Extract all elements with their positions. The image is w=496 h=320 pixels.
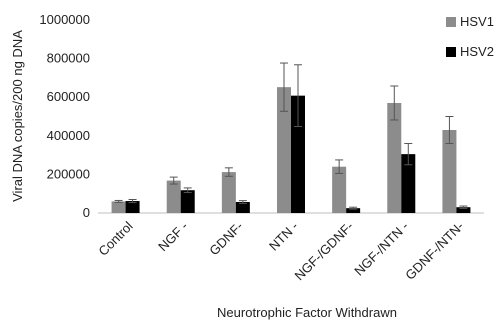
x-tick-label: Control (95, 218, 135, 258)
bar-hsv2 (181, 190, 195, 213)
y-tick-label: 1000000 (39, 12, 90, 27)
y-tick-label: 0 (83, 205, 90, 220)
legend-swatch-hsv2 (446, 47, 456, 57)
x-tick-label: NGF-/NTN - (351, 219, 411, 279)
plot-layer: 0 200000 400000 600000 800000 1000000 Control N… (39, 12, 494, 283)
y-tick-label: 600000 (47, 89, 90, 104)
x-tick-label: NTN - (266, 219, 301, 254)
x-tick-label: NGF-/GDNF- (292, 219, 357, 284)
x-axis-title: Neurotrophic Factor Withdrawn (217, 305, 397, 320)
legend-swatch-hsv1 (446, 17, 456, 27)
y-axis-title: Viral DNA copies/200 ng DNA (10, 30, 25, 202)
bar-hsv1 (222, 172, 236, 213)
x-tick-label: NGF - (155, 219, 191, 255)
y-axis-title-group: Viral DNA copies/200 ng DNA (10, 30, 25, 202)
y-tick-label: 800000 (47, 51, 90, 66)
x-tick-label: GDNF-/NTN- (402, 219, 466, 283)
bar-hsv1 (112, 201, 126, 213)
legend-label-hsv2: HSV2 (460, 44, 494, 59)
y-tick-label: 200000 (47, 166, 90, 181)
legend-label-hsv1: HSV1 (460, 14, 494, 29)
x-tick-label: GDNF- (206, 219, 246, 259)
bar-hsv1 (167, 181, 181, 213)
y-tick-label: 400000 (47, 128, 90, 143)
